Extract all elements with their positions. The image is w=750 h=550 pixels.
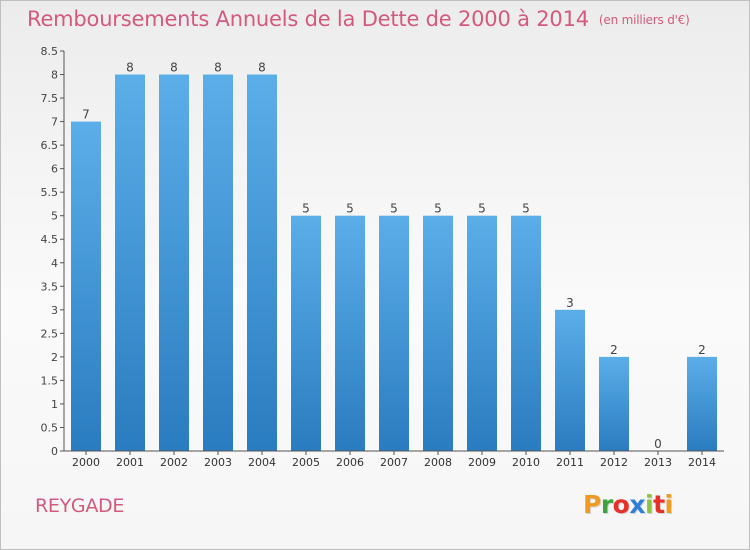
logo-letter: r — [600, 490, 613, 519]
y-tick-label: 5.5 — [41, 186, 59, 199]
bars: 7 8 8 8 8 5 5 5 5 5 5 3 2 0 2 — [71, 61, 717, 452]
bar-value-label: 7 — [82, 108, 90, 122]
bar-value-label: 0 — [654, 437, 662, 451]
x-tick-label: 2013 — [644, 456, 672, 469]
bar-value-label: 3 — [566, 296, 574, 310]
x-tick-label: 2014 — [688, 456, 716, 469]
bar — [291, 215, 321, 451]
logo-letter: P — [583, 490, 601, 519]
y-tick-label: 1 — [51, 398, 58, 411]
x-tick-label: 2000 — [72, 456, 100, 469]
x-tick-label: 2003 — [204, 456, 232, 469]
x-tick-label: 2007 — [380, 456, 408, 469]
x-tick-label: 2006 — [336, 456, 364, 469]
y-tick-label: 7 — [51, 116, 58, 129]
bar — [115, 74, 145, 451]
bar-value-label: 8 — [258, 61, 266, 75]
x-tick-label: 2002 — [160, 456, 188, 469]
bar — [203, 74, 233, 451]
bar-value-label: 5 — [302, 202, 310, 216]
bar-value-label: 2 — [698, 343, 706, 357]
y-tick-label: 0 — [51, 445, 58, 458]
bar-value-label: 5 — [390, 202, 398, 216]
commune-name: REYGADE — [35, 495, 125, 517]
x-tick-label: 2009 — [468, 456, 496, 469]
bar — [511, 215, 541, 451]
y-tick-label: 6.5 — [41, 139, 59, 152]
y-tick-label: 3.5 — [41, 280, 59, 293]
y-tick-label: 8 — [51, 69, 58, 82]
y-tick-label: 7.5 — [41, 92, 59, 105]
bar — [71, 121, 101, 452]
chart-unit: (en milliers d'€) — [598, 13, 690, 27]
logo-letter: x — [629, 490, 645, 519]
y-tick-label: 4.5 — [41, 233, 59, 246]
y-tick-label: 5 — [51, 210, 58, 223]
chart-title-text: Remboursements Annuels de la Dette de 20… — [27, 7, 589, 31]
bar-value-label: 2 — [610, 343, 618, 357]
bar — [555, 309, 585, 451]
bar-value-label: 5 — [434, 202, 442, 216]
bar-value-label: 8 — [170, 61, 178, 75]
bar-value-label: 5 — [522, 202, 530, 216]
y-tick-label: 0.5 — [41, 421, 59, 434]
logo-letter: t — [653, 490, 665, 519]
bar — [159, 74, 189, 451]
bar — [687, 356, 717, 451]
y-tick-label: 2.5 — [41, 327, 59, 340]
bar — [599, 356, 629, 451]
x-tick-label: 2004 — [248, 456, 276, 469]
bar — [247, 74, 277, 451]
y-tick-label: 2 — [51, 351, 58, 364]
y-tick-label: 8.5 — [41, 45, 59, 58]
y-tick-label: 6 — [51, 163, 58, 176]
bar-value-label: 5 — [346, 202, 354, 216]
x-tick-label: 2011 — [556, 456, 584, 469]
bar — [467, 215, 497, 451]
x-tick-label: 2010 — [512, 456, 540, 469]
bar — [423, 215, 453, 451]
x-tick-label: 2008 — [424, 456, 452, 469]
logo-letter: i — [664, 490, 674, 519]
proxiti-logo: Proxiti — [583, 490, 673, 519]
x-tick-label: 2012 — [600, 456, 628, 469]
y-tick-label: 1.5 — [41, 374, 59, 387]
logo-letter: i — [645, 490, 654, 519]
y-tick-label: 4 — [51, 257, 58, 270]
bar-value-label: 8 — [214, 61, 222, 75]
x-tick-label: 2005 — [292, 456, 320, 469]
x-tick-label: 2001 — [116, 456, 144, 469]
y-axis: 0 0.5 1 1.5 2 2.5 3 3.5 4 4.5 5 5.5 6 6.5 7 7.5 8 8.5 — [41, 45, 65, 458]
logo-letter: o — [612, 490, 630, 519]
x-axis: 2000 2001 2002 2003 2004 2005 2006 2007 2008 2009… — [64, 450, 724, 469]
bar-value-label: 8 — [126, 61, 134, 75]
bar-value-label: 5 — [478, 202, 486, 216]
bar — [379, 215, 409, 451]
bar — [335, 215, 365, 451]
y-tick-label: 3 — [51, 304, 58, 317]
chart-title: Remboursements Annuels de la Dette de 20… — [27, 7, 690, 31]
